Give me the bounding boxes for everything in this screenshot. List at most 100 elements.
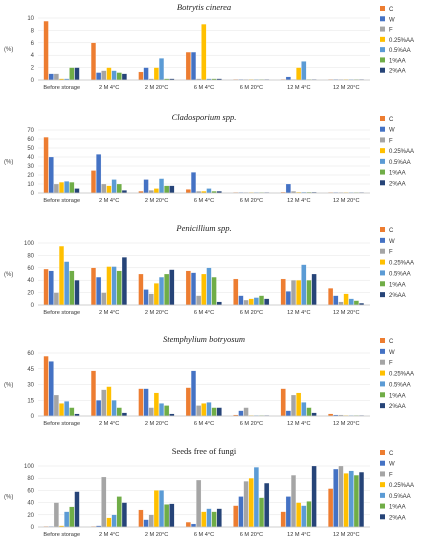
bar	[301, 264, 307, 306]
x-tick-label: 6 M 20°C	[240, 421, 263, 427]
bar	[48, 361, 54, 417]
bar	[116, 270, 122, 306]
bar	[211, 407, 217, 417]
legend-label: W	[389, 350, 395, 356]
legend-swatch	[380, 471, 385, 477]
bar	[96, 154, 102, 194]
bar	[191, 172, 196, 194]
legend-label: 0.5%AA	[389, 494, 411, 500]
bar	[138, 509, 144, 528]
bar	[259, 295, 264, 306]
bar	[291, 394, 296, 417]
bar	[191, 370, 196, 417]
x-tick-label: 2 M 20°C	[145, 198, 168, 204]
bar	[238, 496, 244, 528]
legend-swatch	[380, 514, 385, 520]
y-tick-label: 70	[27, 128, 34, 134]
x-tick-label: 12 M 20°C	[333, 85, 360, 91]
bar	[353, 475, 359, 528]
bar	[328, 288, 334, 306]
bar	[143, 388, 149, 417]
legend-label: C	[389, 339, 394, 345]
bar	[306, 501, 312, 528]
legend-swatch	[380, 26, 385, 32]
bar	[111, 514, 117, 528]
y-tick-label: 60	[27, 488, 34, 494]
y-tick-label: 0	[31, 191, 35, 197]
y-tick-label: 30	[27, 164, 34, 170]
y-tick-label: 2	[31, 66, 35, 72]
bar	[116, 72, 122, 81]
bar	[53, 183, 59, 194]
legend-swatch	[380, 47, 385, 53]
bar	[185, 270, 191, 306]
x-tick-label: 2 M 4°C	[99, 198, 119, 204]
bar	[74, 280, 80, 306]
y-tick-label: 30	[27, 383, 34, 389]
y-tick-label: 60	[27, 266, 34, 272]
bar	[143, 289, 149, 306]
x-tick-label: Before storage	[43, 310, 80, 316]
bar	[238, 295, 244, 306]
bar	[48, 270, 54, 306]
bar	[201, 403, 207, 417]
x-tick-label: 6 M 20°C	[240, 85, 263, 91]
y-axis-label: (%)	[4, 383, 13, 389]
bar	[164, 273, 170, 306]
x-tick-label: Before storage	[43, 421, 80, 427]
bar	[101, 183, 107, 194]
bar	[191, 272, 196, 306]
legend-label: 1%AA	[389, 171, 406, 177]
bar	[116, 183, 122, 194]
legend-label: 0.25%AA	[389, 149, 414, 155]
bar	[101, 70, 107, 81]
bar	[211, 277, 217, 306]
bar	[148, 190, 154, 194]
y-tick-label: 10	[27, 16, 34, 22]
bar	[69, 182, 75, 194]
chart-panel: Cladosporium spp. (%) 0 10 20 30 40 50 60 70 Befor…	[4, 112, 414, 204]
bar	[243, 481, 249, 528]
bar	[69, 506, 75, 528]
bar	[185, 51, 191, 81]
bar	[91, 370, 96, 417]
bar	[138, 71, 144, 81]
legend-label: C	[389, 451, 394, 457]
bar	[296, 392, 302, 417]
legend-label: 1%AA	[389, 505, 406, 511]
y-tick-label: 20	[27, 513, 34, 519]
bar	[43, 268, 49, 306]
bar	[48, 73, 54, 81]
legend-swatch	[380, 370, 385, 376]
x-tick-label: 12 M 20°C	[333, 532, 360, 538]
y-tick-label: 0	[31, 78, 35, 84]
legend-label: 2%AA	[389, 181, 406, 187]
bar	[106, 517, 112, 528]
legend-label: 2%AA	[389, 293, 406, 299]
bar	[311, 273, 317, 306]
bar	[328, 488, 334, 528]
bar	[306, 407, 312, 417]
x-tick-label: 12 M 4°C	[287, 85, 310, 91]
bar	[116, 407, 122, 417]
legend-swatch	[380, 227, 385, 232]
bar	[191, 51, 196, 81]
bar	[333, 295, 339, 306]
x-tick-label: 2 M 4°C	[99, 310, 119, 316]
chart-title: Botrytis cinerea	[177, 2, 231, 12]
bar	[264, 298, 270, 306]
bar	[164, 504, 170, 528]
legend-label: W	[389, 239, 395, 245]
y-tick-label: 80	[27, 253, 34, 259]
legend-label: 0.25%AA	[389, 261, 414, 267]
legend-swatch	[380, 492, 385, 498]
bar	[238, 410, 244, 417]
bar	[185, 522, 191, 528]
bar	[285, 496, 291, 528]
legend-label: 0.25%AA	[389, 38, 414, 44]
legend-swatch	[380, 237, 385, 243]
bar	[143, 179, 149, 194]
bar	[311, 412, 317, 417]
bar	[359, 472, 365, 528]
